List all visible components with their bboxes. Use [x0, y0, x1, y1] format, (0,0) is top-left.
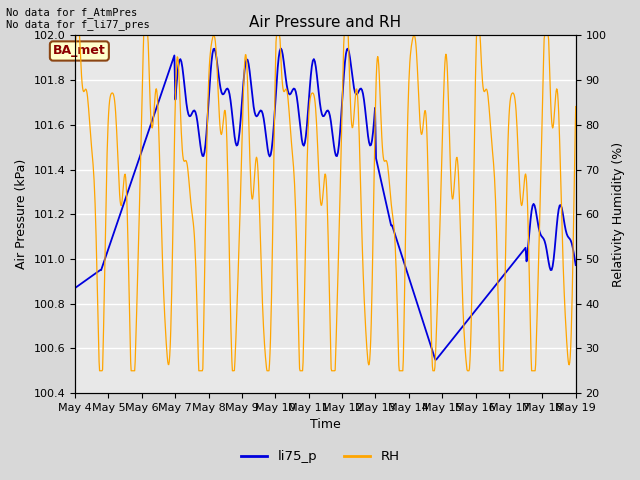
X-axis label: Time: Time — [310, 419, 340, 432]
Text: No data for f_li77_pres: No data for f_li77_pres — [6, 19, 150, 30]
Text: BA_met: BA_met — [53, 45, 106, 58]
Legend: li75_p, RH: li75_p, RH — [236, 445, 404, 468]
Title: Air Pressure and RH: Air Pressure and RH — [250, 15, 401, 30]
Text: No data for f_AtmPres: No data for f_AtmPres — [6, 7, 138, 18]
Y-axis label: Relativity Humidity (%): Relativity Humidity (%) — [612, 142, 625, 287]
Y-axis label: Air Pressure (kPa): Air Pressure (kPa) — [15, 159, 28, 269]
